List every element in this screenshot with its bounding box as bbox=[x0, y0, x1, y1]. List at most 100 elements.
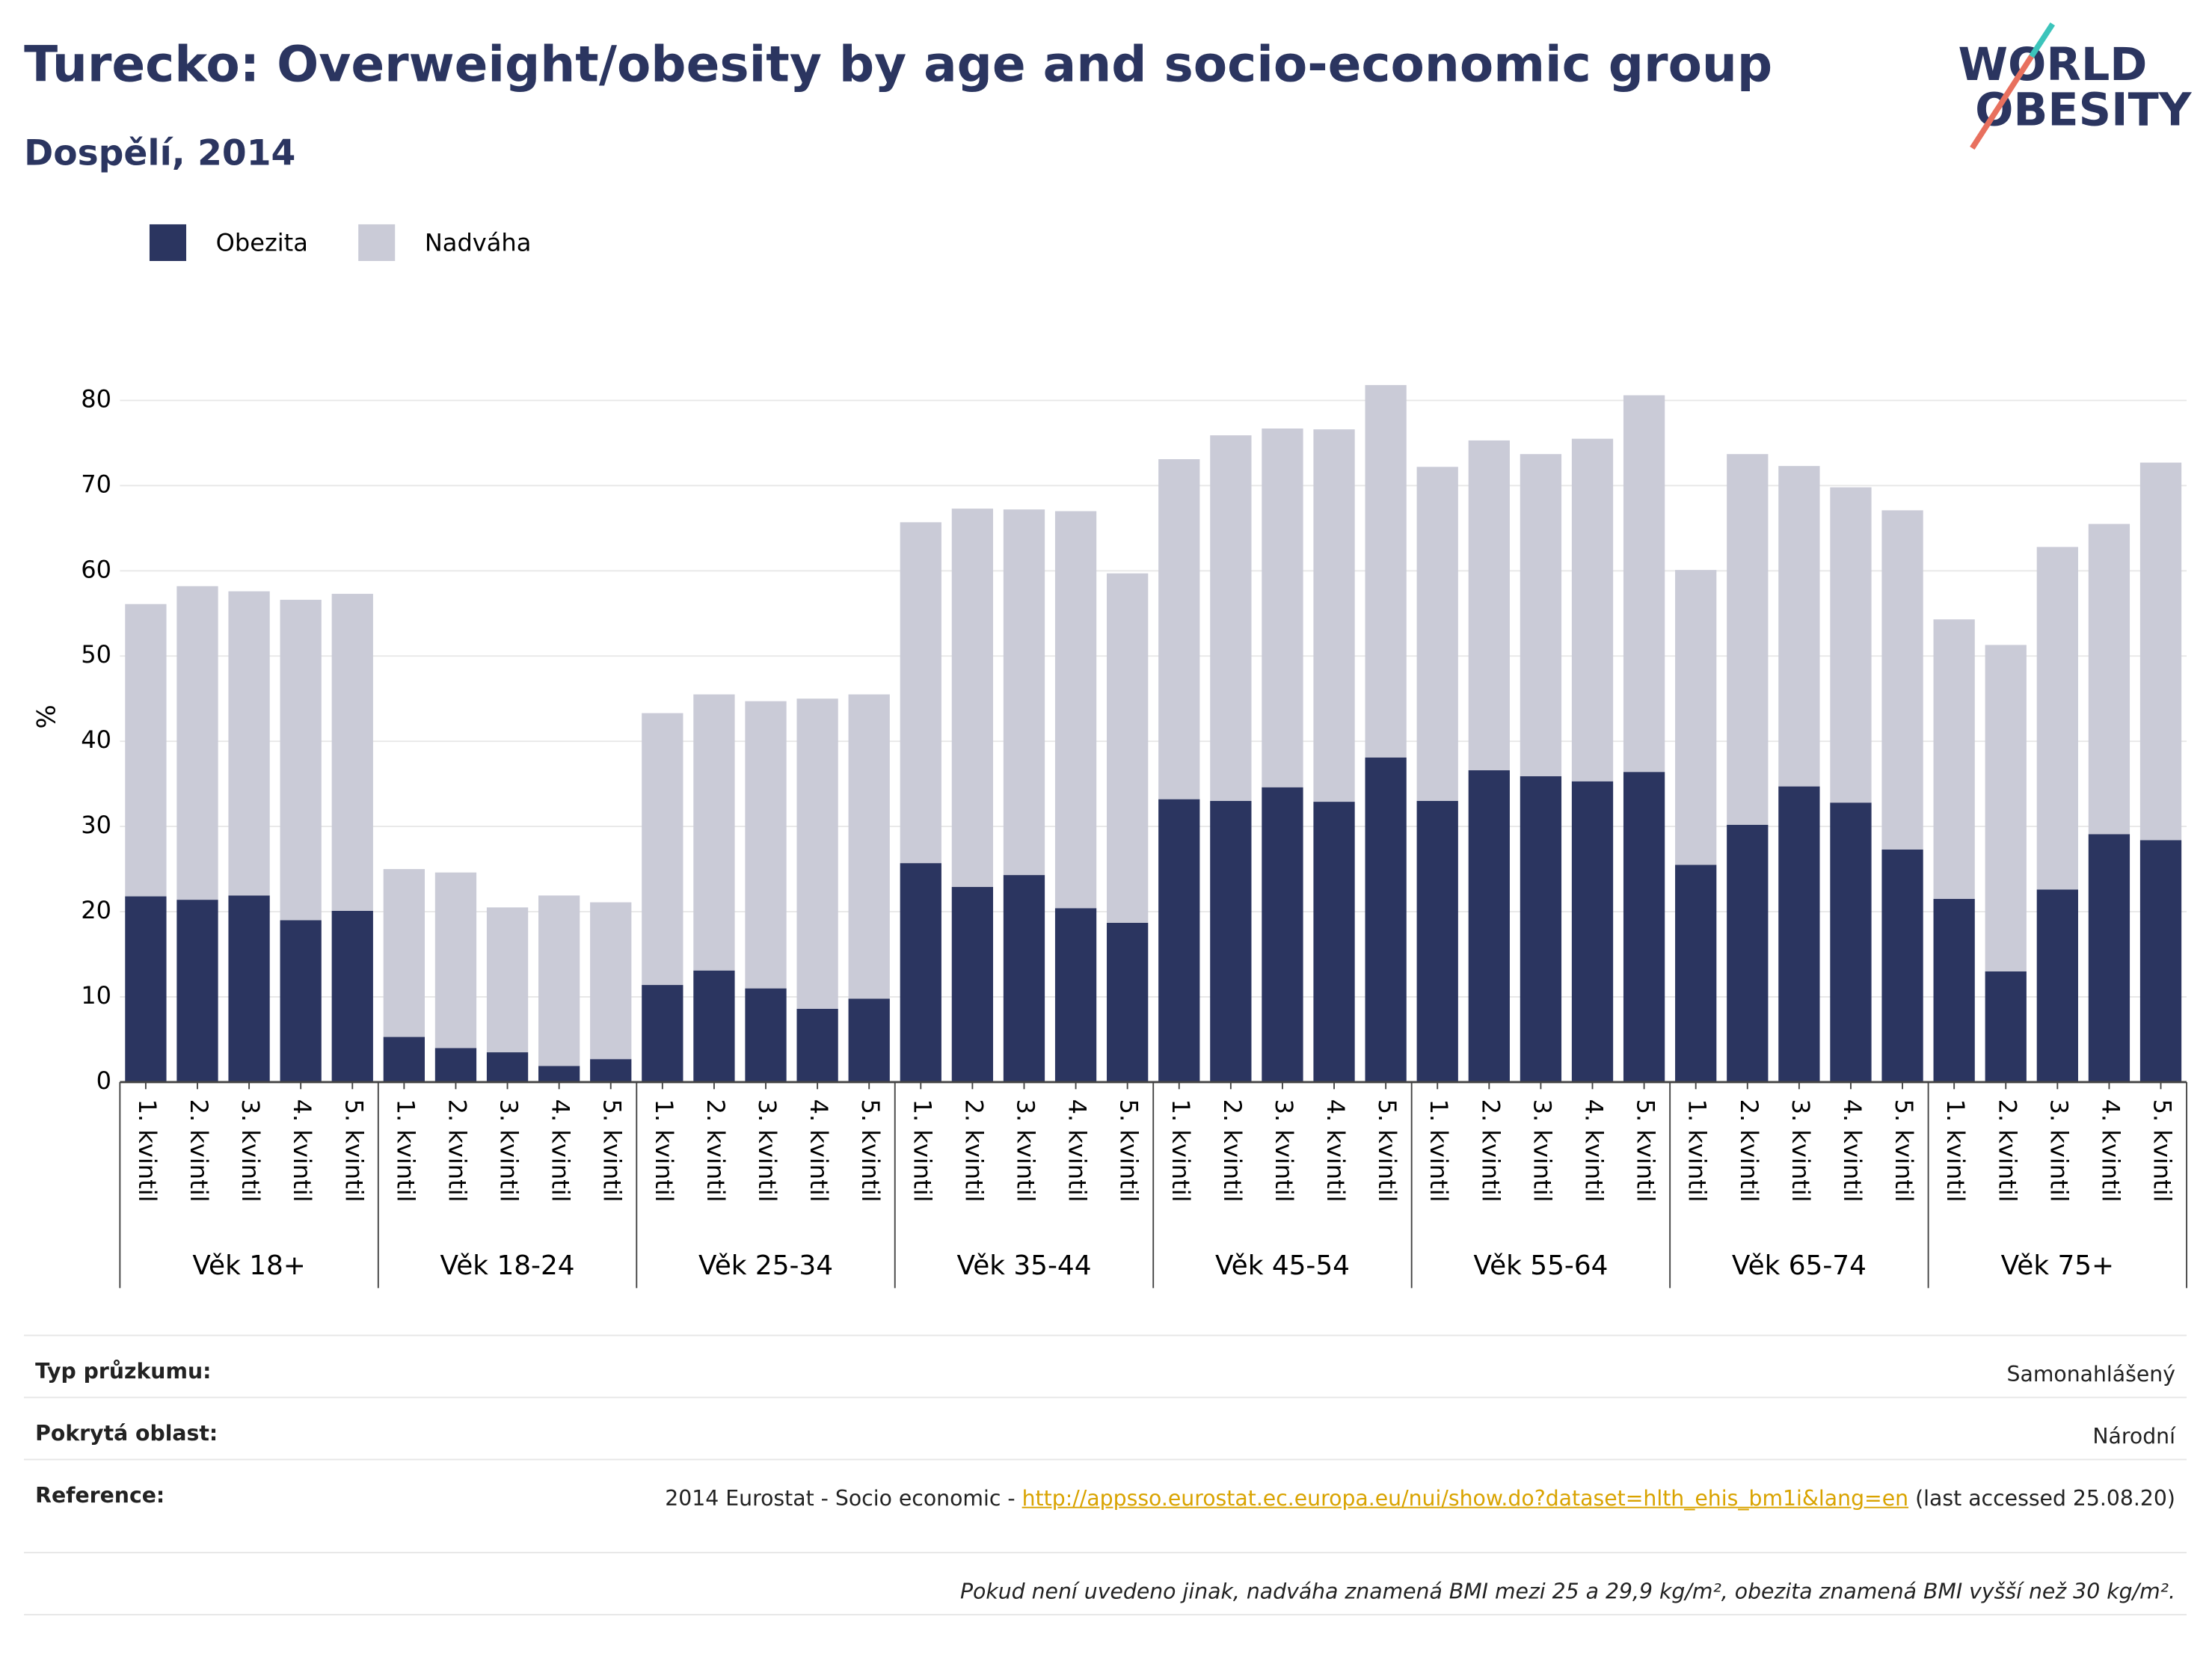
bar-segment bbox=[331, 910, 373, 1082]
footer-value: Samonahlášený bbox=[2006, 1361, 2175, 1387]
x-tick-label: 4. kvintil bbox=[547, 1099, 575, 1203]
x-tick-label: 1. kvintil bbox=[1941, 1099, 1970, 1203]
reference-link[interactable]: http://appsso.eurostat.ec.europa.eu/nui/… bbox=[1021, 1485, 1909, 1511]
legend-swatch bbox=[358, 224, 396, 262]
x-tick-label: 1. kvintil bbox=[133, 1099, 162, 1203]
x-tick-label: 2. kvintil bbox=[443, 1099, 471, 1203]
footer-label: Pokrytá oblast: bbox=[35, 1420, 218, 1446]
footer-row: Typ průzkumu: Samonahlášený bbox=[24, 1334, 2187, 1398]
bar-segment bbox=[1985, 645, 2027, 971]
x-tick-label: 3. kvintil bbox=[1011, 1099, 1039, 1203]
y-tick-label: 60 bbox=[81, 555, 111, 583]
bar-segment bbox=[1571, 438, 1614, 782]
bar-segment bbox=[486, 1052, 529, 1082]
y-tick-label: 30 bbox=[81, 811, 111, 839]
x-tick-label: 1. kvintil bbox=[1167, 1099, 1195, 1203]
chart-subtitle: Dospělí, 2014 bbox=[24, 133, 295, 174]
x-tick-label: 1. kvintil bbox=[391, 1099, 420, 1203]
group-label: Věk 45-54 bbox=[1215, 1250, 1350, 1281]
legend-label: Nadváha bbox=[425, 228, 532, 257]
bar-segment bbox=[1468, 770, 1510, 1082]
x-tick-label: 5. kvintil bbox=[340, 1099, 368, 1203]
bar-segment bbox=[642, 713, 683, 986]
bar-segment bbox=[900, 522, 941, 864]
x-tick-label: 3. kvintil bbox=[495, 1099, 523, 1203]
bar-segment bbox=[176, 586, 218, 900]
bar-segment bbox=[2139, 462, 2182, 841]
bar-segment bbox=[1933, 898, 1975, 1082]
group-label: Věk 25-34 bbox=[698, 1250, 833, 1281]
bar-segment bbox=[486, 907, 529, 1053]
footer-label: Reference: bbox=[35, 1482, 165, 1508]
footer-row: Reference: 2014 Eurostat - Socio economic… bbox=[24, 1458, 2187, 1553]
bar-segment bbox=[796, 1008, 838, 1082]
bar-segment bbox=[1881, 510, 1923, 850]
x-tick-label: 4. kvintil bbox=[2096, 1099, 2125, 1203]
legend-swatch bbox=[149, 224, 187, 262]
bar-segment bbox=[280, 920, 322, 1082]
footer-row: Pokrytá oblast: Národní bbox=[24, 1396, 2187, 1461]
bar-segment bbox=[1623, 772, 1665, 1082]
x-tick-label: 5. kvintil bbox=[1115, 1099, 1143, 1203]
bar-segment bbox=[1107, 573, 1149, 923]
y-tick-label: 40 bbox=[81, 725, 111, 754]
bar-segment bbox=[1262, 787, 1303, 1082]
footer-reference: 2014 Eurostat - Socio economic - http://… bbox=[665, 1483, 2175, 1514]
bar-segment bbox=[1313, 802, 1355, 1082]
bar-segment bbox=[1003, 509, 1045, 876]
bar-segment bbox=[434, 1048, 477, 1082]
bar-segment bbox=[1623, 395, 1665, 773]
x-tick-label: 5. kvintil bbox=[1632, 1099, 1660, 1203]
x-tick-label: 1. kvintil bbox=[1683, 1099, 1712, 1203]
bar-segment bbox=[2036, 889, 2078, 1082]
y-tick-label: 0 bbox=[96, 1066, 111, 1095]
bar-segment bbox=[745, 701, 787, 989]
bar-segment bbox=[2088, 834, 2130, 1082]
bar-segment bbox=[1365, 384, 1407, 758]
bar-segment bbox=[1054, 511, 1097, 909]
bar-segment bbox=[1881, 849, 1923, 1082]
x-tick-label: 3. kvintil bbox=[753, 1099, 781, 1203]
group-label: Věk 55-64 bbox=[1473, 1250, 1608, 1281]
x-tick-label: 2. kvintil bbox=[1476, 1099, 1505, 1203]
x-tick-label: 2. kvintil bbox=[185, 1099, 213, 1203]
bar-segment bbox=[125, 896, 167, 1082]
chart: Turecko: Overweight/obesity by age and s… bbox=[24, 22, 2193, 1289]
bar-segment bbox=[1727, 454, 1769, 825]
bar-segment bbox=[1985, 971, 2027, 1082]
bar-segment bbox=[1520, 776, 1562, 1082]
bar-segment bbox=[1520, 454, 1562, 776]
chart-title: Turecko: Overweight/obesity by age and s… bbox=[24, 36, 1772, 93]
bar-segment bbox=[434, 872, 477, 1048]
x-tick-label: 5. kvintil bbox=[1373, 1099, 1401, 1203]
x-tick-label: 4. kvintil bbox=[1580, 1099, 1609, 1203]
bar-segment bbox=[1158, 459, 1200, 799]
group-label: Věk 75+ bbox=[2001, 1250, 2115, 1281]
x-tick-label: 2. kvintil bbox=[1735, 1099, 1763, 1203]
bar-segment bbox=[538, 895, 580, 1066]
bar-segment bbox=[383, 1037, 425, 1082]
x-tick-label: 5. kvintil bbox=[2148, 1099, 2177, 1203]
bar-segment bbox=[951, 509, 994, 888]
bar-segment bbox=[280, 600, 322, 921]
bar-segment bbox=[590, 1059, 632, 1082]
bar-segment bbox=[848, 998, 890, 1082]
x-tick-label: 2. kvintil bbox=[959, 1099, 988, 1203]
x-tick-label: 4. kvintil bbox=[1321, 1099, 1350, 1203]
x-tick-label: 1. kvintil bbox=[908, 1099, 936, 1203]
x-tick-label: 3. kvintil bbox=[1270, 1099, 1298, 1203]
x-tick-label: 4. kvintil bbox=[1063, 1099, 1092, 1203]
reference-text: 2014 Eurostat - Socio economic - bbox=[665, 1485, 1016, 1511]
bar-segment bbox=[848, 694, 890, 999]
bar-segment bbox=[1830, 802, 1872, 1082]
bar-segment bbox=[1313, 429, 1355, 802]
bar-segment bbox=[2088, 523, 2130, 835]
bar-segment bbox=[1830, 487, 1872, 803]
bar-segment bbox=[538, 1066, 580, 1082]
bar-segment bbox=[1365, 757, 1407, 1082]
x-tick-label: 5. kvintil bbox=[598, 1099, 627, 1203]
bar-segment bbox=[1210, 800, 1252, 1082]
logo-line-1: WORLD bbox=[1958, 39, 2147, 91]
bar-segment bbox=[1054, 908, 1097, 1082]
